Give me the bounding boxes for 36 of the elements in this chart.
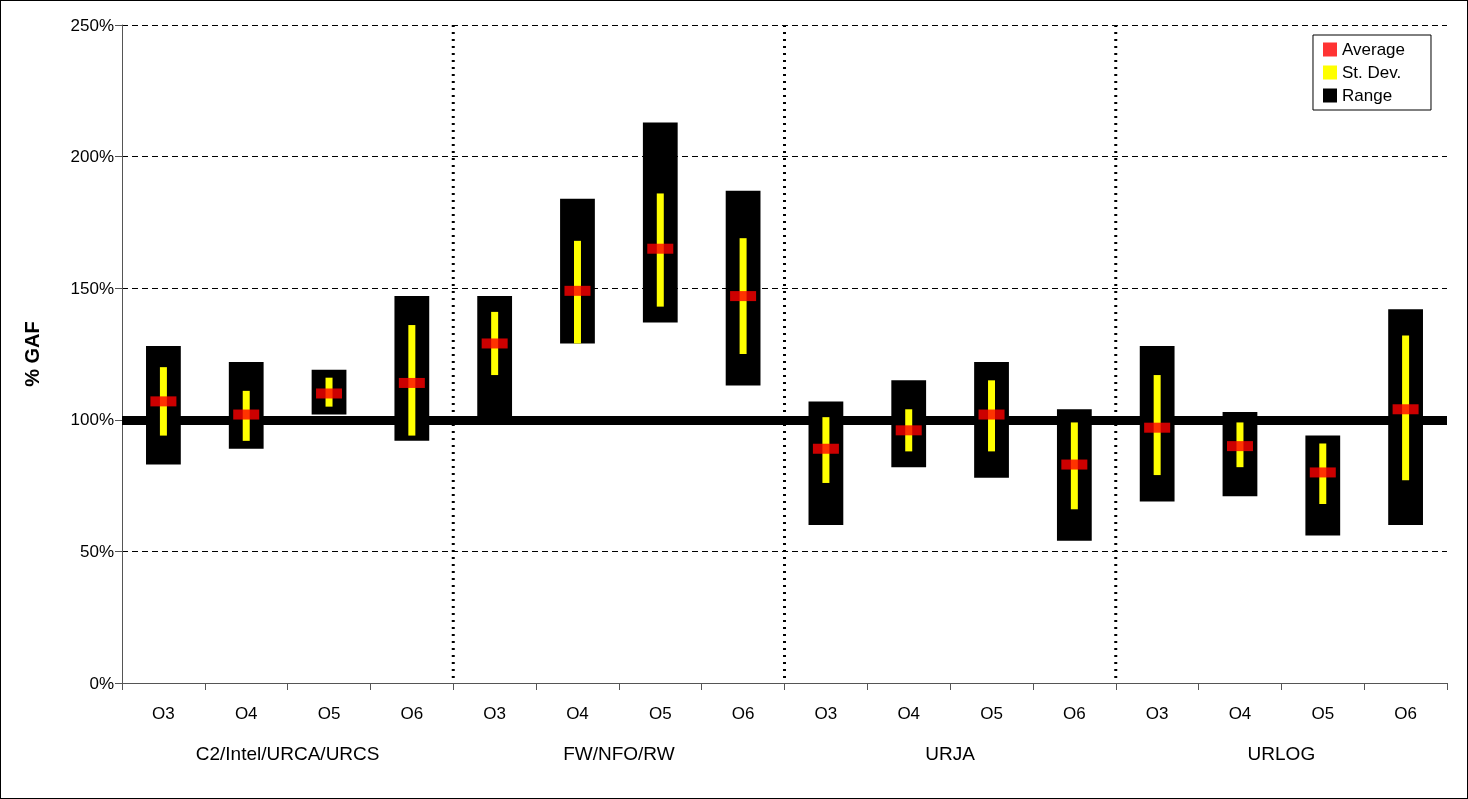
y-tick-label: 200%: [70, 147, 114, 167]
y-tick-label: 0%: [89, 673, 114, 693]
x-tick-label: O6: [731, 704, 755, 723]
x-tick-label: O5: [1311, 704, 1335, 723]
y-tick-label: 50%: [79, 541, 114, 561]
legend-label: Average: [1341, 40, 1405, 59]
x-tick-label: O5: [317, 704, 341, 723]
x-tick-label: O6: [400, 704, 424, 723]
x-tick-label: O4: [566, 704, 589, 723]
text: URLOG: [1247, 742, 1316, 764]
text: FW/NFO/RW: [563, 742, 675, 764]
y-tick-label: 250%: [70, 15, 114, 35]
bar: [408, 325, 416, 436]
x-tick-label: O3: [152, 704, 175, 723]
x-tick-label: O3: [483, 704, 506, 723]
x-tick-label: O3: [1145, 704, 1169, 723]
legend-label: St. Dev.: [1341, 63, 1402, 82]
text: URJA: [925, 742, 976, 764]
bar: [1402, 335, 1410, 481]
y-tick-label: 150%: [70, 278, 114, 298]
x-tick-label: O5: [980, 704, 1003, 723]
x-tick-label: O4: [234, 704, 258, 723]
x-tick-label: O5: [648, 704, 672, 723]
x-tick-label: O4: [897, 704, 921, 723]
x-tick-label: O3: [814, 704, 838, 723]
y-tick-label: 100%: [70, 410, 114, 430]
x-tick-label: O4: [1228, 704, 1252, 723]
legend-label: Range: [1341, 86, 1393, 105]
y-axis-title: % GAF: [21, 321, 43, 387]
x-tick-label: O6: [1394, 704, 1417, 723]
bar: [573, 240, 581, 344]
bar: [739, 238, 747, 354]
text: C2/Intel/URCA/URCS: [195, 742, 380, 764]
bar: [1153, 375, 1161, 476]
bar: [656, 193, 664, 307]
x-tick-label: O6: [1063, 704, 1086, 723]
